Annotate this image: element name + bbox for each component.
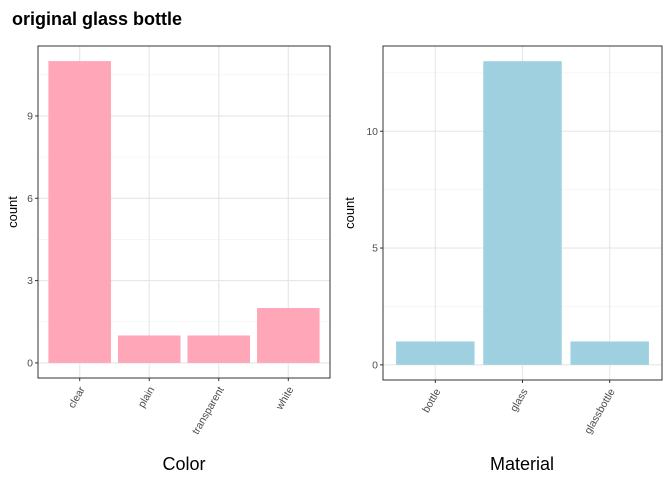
x-tick-label-plain: plain [136, 385, 158, 410]
x-tick-label-bottle: bottle [420, 387, 443, 415]
panel-1: 0 3 6 9 clear plain transparent white count Color [5, 45, 331, 474]
panel-border [37, 45, 331, 379]
bar-bottle [396, 341, 475, 365]
bar-transparent [187, 335, 251, 363]
y-tick-label: 5 [372, 243, 378, 255]
y-tick-label: 10 [366, 126, 378, 138]
y-axis-title: count [342, 197, 357, 229]
bar-clear [48, 61, 111, 363]
bar-glassbottle [570, 341, 649, 365]
x-axis-title: Color [162, 454, 205, 474]
y-tick-label: 0 [27, 357, 33, 369]
x-tick-label-glass: glass [508, 387, 531, 414]
bar-glass [483, 61, 562, 365]
y-tick-label: 9 [27, 110, 33, 122]
x-tick-label-white: white [273, 385, 296, 413]
y-tick-label: 3 [27, 275, 33, 287]
figure-title: original glass bottle [12, 9, 183, 29]
x-tick-label-glassbottle: glassbottle [582, 387, 618, 437]
y-tick-label: 0 [372, 359, 378, 371]
x-axis-title: Material [490, 454, 554, 474]
bar-plain [117, 335, 181, 363]
y-axis-title: count [5, 196, 20, 228]
x-tick-label-clear: clear [66, 384, 88, 410]
y-tick-label: 6 [27, 193, 33, 205]
bar-white [257, 308, 320, 363]
x-tick-label-transparent: transparent [190, 385, 227, 437]
panel-2: 0 5 10 bottle glass glassbottle count Material [342, 45, 663, 474]
